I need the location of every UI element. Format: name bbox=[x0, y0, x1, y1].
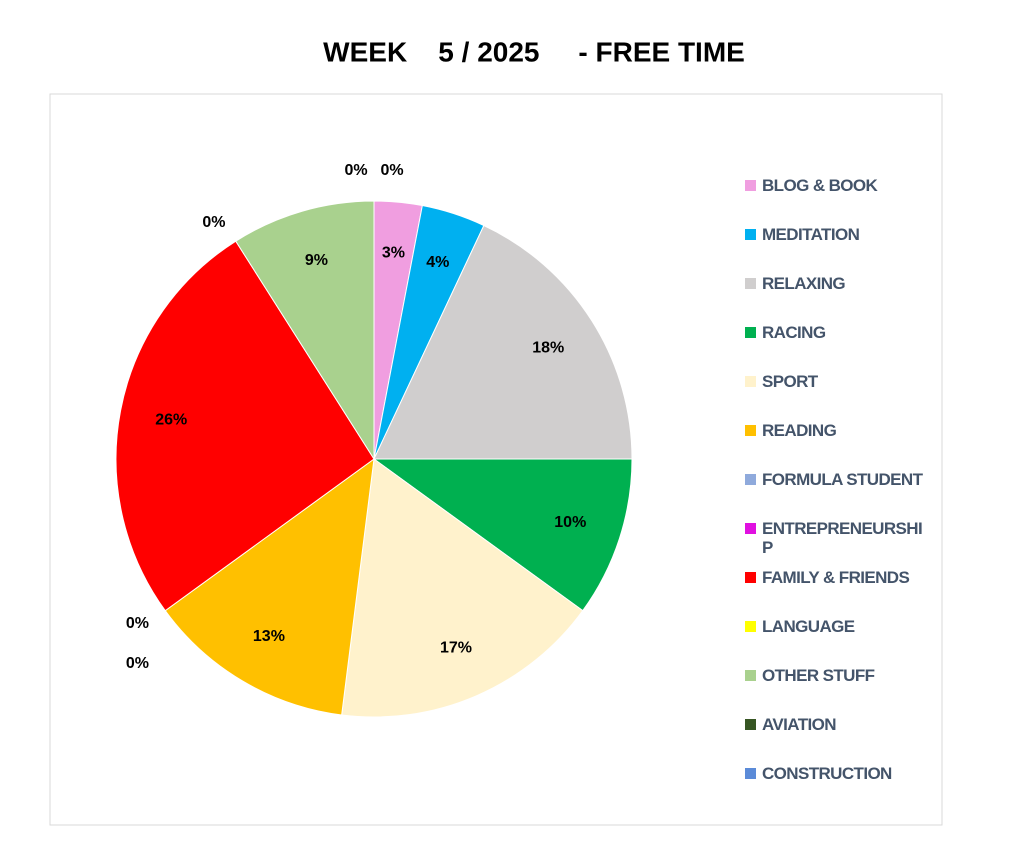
data-label: 0% bbox=[126, 615, 149, 632]
data-label: 9% bbox=[305, 252, 328, 269]
legend-label: FORMULA STUDENT bbox=[762, 470, 923, 489]
legend-swatch bbox=[745, 327, 756, 338]
legend-item: READING bbox=[745, 421, 935, 440]
legend-swatch bbox=[745, 376, 756, 387]
pie-slice bbox=[115, 240, 375, 612]
legend-label: BLOG & BOOK bbox=[762, 176, 878, 195]
pie-slice bbox=[373, 224, 633, 460]
legend-label: OTHER STUFF bbox=[762, 666, 875, 685]
pie-slice bbox=[372, 458, 633, 612]
legend-label: FAMILY & FRIENDS bbox=[762, 568, 910, 587]
pie-slice bbox=[164, 457, 375, 716]
legend-item: FORMULA STUDENT bbox=[745, 470, 935, 489]
data-label: 10% bbox=[554, 514, 586, 531]
data-label: 18% bbox=[532, 340, 564, 357]
legend-label: RACING bbox=[762, 323, 826, 342]
legend-swatch bbox=[745, 572, 756, 583]
legend-swatch bbox=[745, 670, 756, 681]
legend-swatch bbox=[745, 719, 756, 730]
legend-label: RELAXING bbox=[762, 274, 846, 293]
legend-item: LANGUAGE bbox=[745, 617, 935, 636]
legend-item: OTHER STUFF bbox=[745, 666, 935, 685]
legend-label: CONSTRUCTION bbox=[762, 764, 892, 783]
data-label: 0% bbox=[126, 655, 149, 672]
legend-item: RACING bbox=[745, 323, 935, 342]
data-label: 0% bbox=[344, 162, 367, 179]
legend-item: CONSTRUCTION bbox=[745, 764, 935, 783]
legend-label: READING bbox=[762, 421, 837, 440]
data-label: 13% bbox=[253, 628, 285, 645]
legend-item: BLOG & BOOK bbox=[745, 176, 935, 195]
legend-label: AVIATION bbox=[762, 715, 837, 734]
legend-item: AVIATION bbox=[745, 715, 935, 734]
legend-swatch bbox=[745, 474, 756, 485]
legend-item: RELAXING bbox=[745, 274, 935, 293]
legend-swatch bbox=[745, 180, 756, 191]
legend-swatch bbox=[745, 768, 756, 779]
data-label: 0% bbox=[380, 162, 403, 179]
pie-slice bbox=[235, 200, 375, 461]
data-label: 0% bbox=[202, 214, 225, 231]
legend-item: FAMILY & FRIENDS bbox=[745, 568, 935, 587]
data-label: 17% bbox=[440, 640, 472, 657]
legend-swatch bbox=[745, 621, 756, 632]
legend-label: SPORT bbox=[762, 372, 818, 391]
legend-label: MEDITATION bbox=[762, 225, 860, 244]
data-label: 4% bbox=[426, 254, 449, 271]
legend-label: ENTREPRENEURSHIP bbox=[762, 519, 923, 557]
legend-item: ENTREPRENEURSHIP bbox=[745, 519, 935, 557]
data-label: 3% bbox=[382, 245, 405, 262]
legend-swatch bbox=[745, 278, 756, 289]
pie-slice bbox=[341, 458, 584, 718]
legend-item: SPORT bbox=[745, 372, 935, 391]
legend-item: MEDITATION bbox=[745, 225, 935, 244]
chart-title: WEEK 5 / 2025 - FREE TIME bbox=[323, 36, 745, 67]
data-label: 26% bbox=[155, 412, 187, 429]
legend-label: LANGUAGE bbox=[762, 617, 855, 636]
legend-swatch bbox=[745, 229, 756, 240]
legend-swatch bbox=[745, 523, 756, 534]
legend-swatch bbox=[745, 425, 756, 436]
